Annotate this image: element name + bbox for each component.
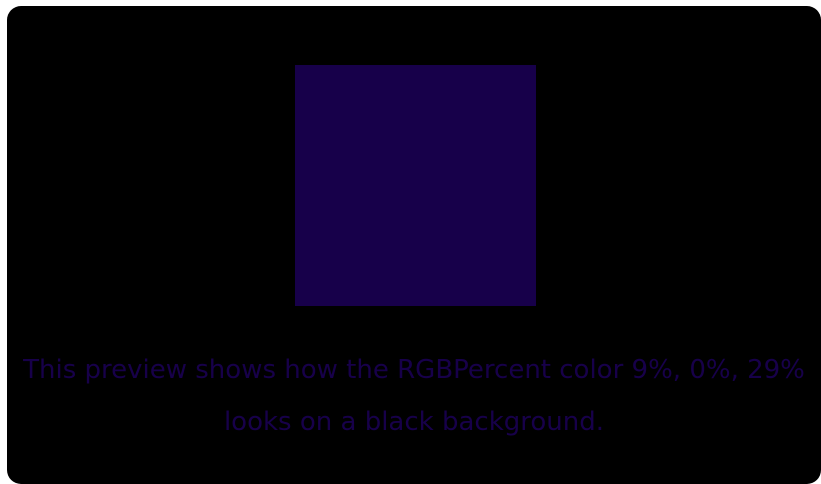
color-preview-card: This preview shows how the RGBPercent co…: [7, 6, 821, 484]
color-swatch: [295, 65, 536, 306]
preview-description: This preview shows how the RGBPercent co…: [23, 355, 805, 437]
